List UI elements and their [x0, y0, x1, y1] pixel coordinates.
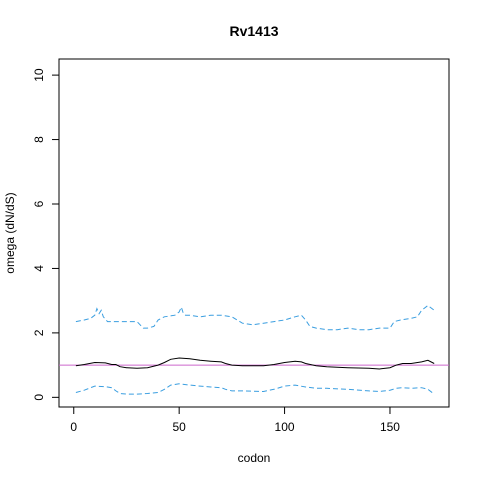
y-tick-label: 0: [32, 394, 46, 401]
plot-frame: [58, 58, 450, 408]
series-line-lower: [75, 383, 435, 395]
series-line-estimate: [75, 357, 435, 370]
x-tick-label: 150: [380, 420, 400, 434]
series-line-upper: [75, 304, 435, 331]
y-tick-label: 10: [32, 68, 46, 82]
plot-area: [59, 304, 449, 395]
x-axis: 0 50 100 150: [70, 407, 400, 434]
y-axis-label: omega (dN/dS): [3, 192, 17, 273]
y-tick-label: 8: [32, 136, 46, 143]
y-tick-label: 2: [32, 329, 46, 336]
y-axis: 0 2 4 6 8 10: [32, 68, 59, 401]
x-tick-label: 50: [172, 420, 186, 434]
x-tick-label: 100: [275, 420, 295, 434]
chart-title: Rv1413: [229, 23, 278, 39]
y-tick-label: 6: [32, 200, 46, 207]
y-tick-label: 4: [32, 265, 46, 272]
x-axis-label: codon: [238, 451, 271, 465]
x-tick-label: 0: [70, 420, 77, 434]
